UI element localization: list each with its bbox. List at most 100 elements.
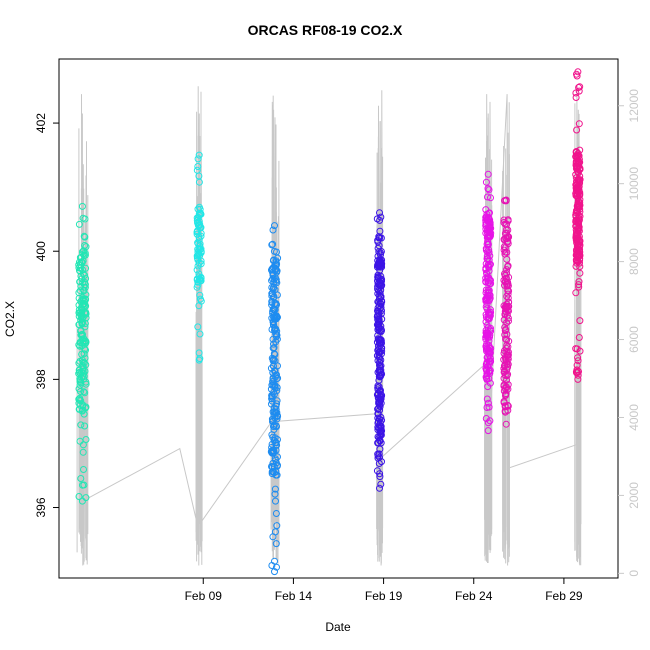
data-point-flight-1 <box>82 494 90 502</box>
data-point-flight-4 <box>373 467 381 475</box>
data-point-flight-5 <box>482 225 490 233</box>
data-point-flight-2 <box>197 257 205 265</box>
data-point-flight-6 <box>502 358 510 366</box>
data-point-flight-6 <box>500 246 508 254</box>
data-point-flight-1 <box>81 389 89 397</box>
data-point-flight-4 <box>377 262 385 270</box>
data-point-flight-5 <box>484 238 492 246</box>
data-point-flight-1 <box>76 287 84 295</box>
data-point-flight-3 <box>271 568 278 576</box>
data-point-flight-7 <box>576 165 584 173</box>
data-point-flight-6 <box>503 372 511 380</box>
data-point-flight-4 <box>376 216 384 224</box>
data-point-flight-3 <box>273 522 281 530</box>
data-point-flight-7 <box>573 361 581 369</box>
data-point-flight-3 <box>268 463 275 470</box>
data-point-flight-7 <box>575 84 583 91</box>
data-point-flight-2 <box>197 245 205 253</box>
data-point-flight-4 <box>375 345 382 353</box>
data-point-flight-2 <box>194 163 202 170</box>
data-point-flight-6 <box>500 316 508 324</box>
data-point-flight-1 <box>81 354 89 362</box>
data-point-flight-6 <box>503 255 511 263</box>
y-tick-label: 398 <box>34 369 48 389</box>
data-point-flight-1 <box>79 214 87 222</box>
data-point-flight-7 <box>572 187 580 195</box>
data-point-flight-3 <box>271 274 279 282</box>
x-tick-label: Feb 29 <box>545 589 583 603</box>
data-point-flight-5 <box>483 375 491 382</box>
data-point-flight-3 <box>273 563 280 571</box>
data-point-flight-1 <box>80 287 88 295</box>
data-point-flight-7 <box>574 375 582 383</box>
data-point-flight-1 <box>75 399 83 407</box>
data-point-flight-7 <box>574 258 582 266</box>
data-point-flight-1 <box>76 338 84 346</box>
data-point-flight-6 <box>504 286 512 294</box>
data-point-flight-2 <box>195 151 203 159</box>
data-point-flight-5 <box>484 399 492 407</box>
y-tick-label: 396 <box>34 497 48 517</box>
x-tick-label: Feb 19 <box>365 589 403 603</box>
data-point-flight-6 <box>502 302 510 310</box>
data-point-flight-5 <box>485 287 493 295</box>
data-point-flight-5 <box>484 331 492 339</box>
data-point-flight-7 <box>576 83 584 91</box>
data-point-flight-3 <box>273 279 281 287</box>
data-point-flight-5 <box>486 417 494 425</box>
data-point-flight-1 <box>77 421 85 429</box>
data-point-flight-5 <box>486 224 494 232</box>
data-point-flight-3 <box>272 510 280 517</box>
data-point-flight-7 <box>573 178 580 186</box>
data-point-flight-4 <box>377 213 385 221</box>
data-point-flight-5 <box>482 297 490 305</box>
data-point-flight-3 <box>270 411 278 419</box>
data-point-flight-6 <box>504 314 512 322</box>
plot-frame <box>58 58 619 579</box>
data-point-flight-1 <box>79 270 87 278</box>
data-point-flight-3 <box>270 408 278 416</box>
data-point-flight-4 <box>375 327 383 335</box>
data-point-flight-3 <box>270 463 278 471</box>
data-point-flight-1 <box>75 264 83 272</box>
data-point-flight-1 <box>79 481 86 489</box>
data-point-flight-5 <box>483 358 491 366</box>
data-point-flight-6 <box>505 233 512 241</box>
data-point-flight-5 <box>482 266 490 274</box>
data-point-flight-7 <box>573 126 581 134</box>
data-point-flight-3 <box>273 301 280 309</box>
data-point-flight-2 <box>197 232 205 240</box>
data-point-flight-1 <box>78 497 86 505</box>
data-point-flight-1 <box>77 254 85 261</box>
data-point-flight-7 <box>576 269 584 277</box>
x-tick-label: Feb 14 <box>275 589 313 603</box>
data-point-flight-1 <box>76 278 84 286</box>
data-point-flight-1 <box>81 422 89 430</box>
data-point-flight-5 <box>484 419 492 427</box>
data-point-flight-7 <box>572 174 580 182</box>
data-point-flight-3 <box>269 369 277 377</box>
data-point-flight-1 <box>79 257 87 265</box>
data-point-flight-4 <box>376 209 383 217</box>
data-point-flight-6 <box>500 243 508 251</box>
data-point-flight-4 <box>376 436 383 444</box>
x-tick-label: Feb 24 <box>455 589 493 603</box>
data-point-flight-1 <box>81 278 89 286</box>
data-point-flight-5 <box>486 219 494 227</box>
data-point-flight-3 <box>268 397 276 405</box>
data-point-flight-3 <box>273 248 280 256</box>
data-point-flight-2 <box>196 330 204 338</box>
data-point-flight-7 <box>572 94 580 101</box>
data-point-flight-3 <box>270 426 278 433</box>
data-point-flight-3 <box>271 315 279 323</box>
data-point-flight-2 <box>193 266 201 274</box>
data-point-flight-7 <box>575 278 583 286</box>
data-point-flight-3 <box>271 490 279 498</box>
y2-tick-label: 6000 <box>627 326 641 353</box>
data-point-flight-3 <box>269 344 277 352</box>
data-point-flight-7 <box>576 176 584 184</box>
data-point-flight-7 <box>574 357 582 365</box>
data-point-flight-3 <box>269 362 277 370</box>
data-point-flight-1 <box>81 309 89 317</box>
data-point-flight-5 <box>483 269 490 277</box>
